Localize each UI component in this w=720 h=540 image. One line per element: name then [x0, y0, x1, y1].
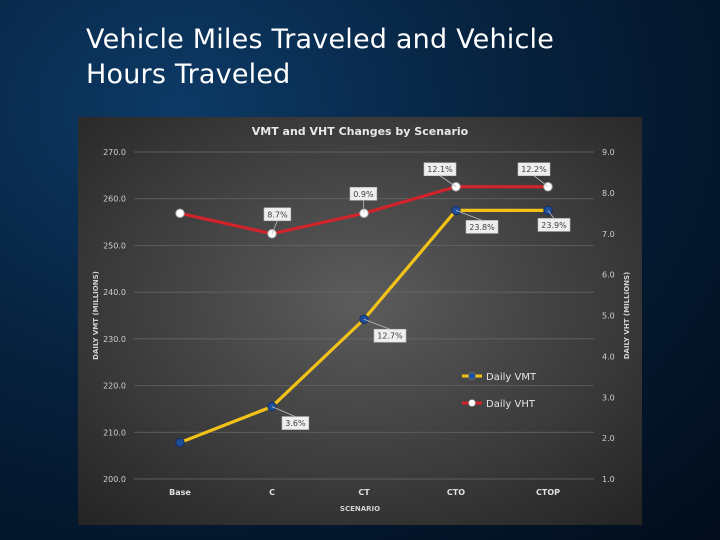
y-left-tick-label: 230.0: [103, 335, 126, 344]
callout-leader-daily-vht-ct: [363, 200, 365, 214]
data-label-daily-vht-cto: 12.1%: [427, 165, 453, 174]
callout-leader-daily-vmt-ct: [363, 318, 391, 330]
y-left-tick-label: 270.0: [103, 148, 126, 157]
y-right-tick-label: 3.0: [602, 393, 615, 402]
callout-box-daily-vmt-ctop: [537, 218, 571, 232]
callout-leader-daily-vht-ctop: [533, 175, 549, 188]
callout-leader-daily-vmt-cto: [455, 210, 483, 221]
y-right-axis-title: DAILY VHT (MILLIONS): [623, 272, 631, 360]
callout-leader-daily-vmt-ctop: [547, 210, 555, 219]
callout-leader-daily-vht-c: [271, 220, 278, 234]
y-right-tick-label: 4.0: [602, 352, 615, 361]
y-left-tick-label: 240.0: [103, 288, 126, 297]
y-left-tick-label: 200.0: [103, 475, 126, 484]
legend-marker-daily-vht: [468, 399, 476, 407]
x-axis-title: SCENARIO: [340, 505, 380, 513]
legend-marker-daily-vmt: [468, 372, 476, 380]
data-label-daily-vmt-ctop: 23.9%: [541, 221, 567, 230]
data-point-daily-vmt-ct: [359, 314, 369, 324]
data-label-daily-vht-ctop: 12.2%: [521, 165, 547, 174]
data-point-daily-vht-ctop: [543, 182, 553, 192]
y-left-tick-label: 250.0: [103, 241, 126, 250]
y-right-tick-label: 9.0: [602, 148, 615, 157]
callout-leader-daily-vmt-c: [271, 406, 296, 417]
y-right-tick-label: 8.0: [602, 189, 615, 198]
callout-box-daily-vmt-cto: [465, 220, 499, 234]
y-right-tick-label: 2.0: [602, 434, 615, 443]
y-left-tick-label: 260.0: [103, 195, 126, 204]
callout-leader-daily-vht-cto: [439, 175, 457, 188]
chart-title: VMT and VHT Changes by Scenario: [252, 125, 469, 138]
callout-box-daily-vht-ctop: [517, 162, 551, 177]
data-point-daily-vmt-c: [267, 401, 277, 412]
x-tick-label-c: C: [269, 488, 275, 497]
y-right-tick-label: 6.0: [602, 271, 615, 280]
legend-label-daily-vmt: Daily VMT: [486, 372, 537, 383]
y-left-tick-label: 210.0: [103, 428, 126, 437]
y-left-tick-label: 220.0: [103, 382, 126, 391]
y-right-tick-label: 7.0: [602, 230, 615, 239]
chart-frame: 3.6% 12.7% 23.8% 23.9% 8.7% 0.9% 12.1% 12.2% VM…: [78, 117, 642, 525]
vmt-vht-chart: 3.6% 12.7% 23.8% 23.9% 8.7% 0.9% 12.1% 12.2% VM…: [78, 117, 642, 525]
x-tick-label-ctop: CTOP: [536, 488, 560, 497]
y-left-axis-title: DAILY VMT (MILLIONS): [92, 271, 100, 360]
x-tick-label-ct: CT: [358, 488, 370, 497]
callout-box-daily-vmt-c: [281, 416, 310, 430]
data-label-daily-vmt-cto: 23.8%: [469, 223, 495, 232]
data-point-daily-vht-cto: [451, 182, 461, 192]
y-right-tick-label: 5.0: [602, 312, 615, 321]
callout-box-daily-vmt-ct: [373, 328, 407, 343]
slide-title-line-2: Hours Traveled: [86, 59, 291, 90]
callout-box-daily-vht-cto: [423, 162, 457, 177]
callout-box-daily-vht-ct: [349, 187, 378, 201]
data-label-daily-vmt-c: 3.6%: [285, 419, 306, 428]
callout-box-daily-vht-c: [263, 207, 292, 222]
data-label-daily-vht-c: 8.7%: [267, 210, 288, 219]
slide-title-line-1: Vehicle Miles Traveled and Vehicle: [86, 24, 555, 55]
y-right-tick-label: 1.0: [602, 475, 615, 484]
data-label-daily-vmt-ct: 12.7%: [377, 332, 403, 341]
x-tick-label-base: Base: [169, 488, 191, 497]
data-point-daily-vht-base: [175, 208, 185, 219]
slide-title: Vehicle Miles Traveled and Vehicle Hours…: [86, 22, 646, 92]
legend-label-daily-vht: Daily VHT: [486, 399, 536, 410]
x-tick-label-cto: CTO: [447, 488, 465, 497]
data-label-daily-vht-ct: 0.9%: [353, 190, 374, 199]
data-point-daily-vmt-base: [175, 437, 185, 448]
